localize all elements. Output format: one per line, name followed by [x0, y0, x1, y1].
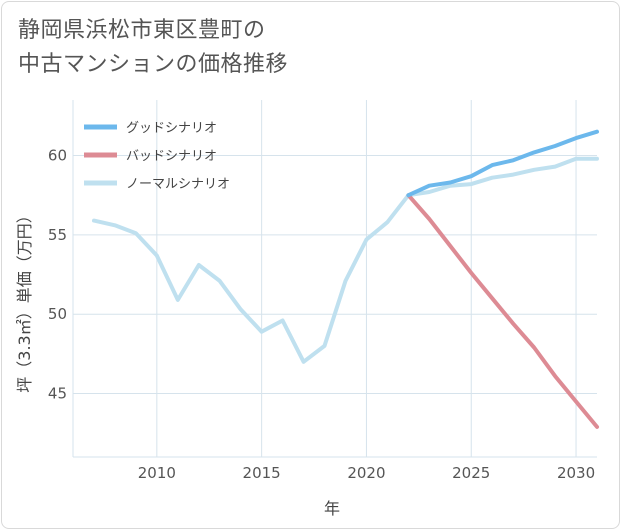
tick-labels: 2010 2015 2020 2025 2030 45 50 55 60 — [48, 147, 595, 482]
y-tick-label: 60 — [48, 147, 67, 165]
series-line-2 — [92, 156, 599, 364]
series-line-0 — [406, 129, 599, 198]
y-axis-label: 坪（3.3㎡）単価（万円） — [15, 207, 34, 392]
chart-title: 静岡県浜松市東区豊町の 中古マンションの価格推移 — [18, 14, 288, 82]
legend-label: バッドシナリオ — [126, 149, 217, 164]
x-tick-label: 2015 — [243, 464, 281, 482]
y-tick-label: 50 — [48, 305, 67, 323]
x-tick-label: 2025 — [452, 464, 490, 482]
y-tick-label: 55 — [48, 226, 67, 244]
y-tick-label: 45 — [48, 385, 67, 403]
x-tick-label: 2030 — [557, 464, 595, 482]
legend-label: グッドシナリオ — [126, 121, 217, 136]
chart-title-line2: 中古マンションの価格推移 — [18, 52, 289, 77]
series-line-1 — [406, 193, 599, 429]
x-tick-label: 2020 — [347, 464, 385, 482]
x-axis-label: 年 — [324, 499, 340, 518]
legend-label: ノーマルシナリオ — [126, 177, 230, 192]
chart-title-line1: 静岡県浜松市東区豊町の — [18, 18, 266, 43]
series-lines — [92, 129, 599, 429]
x-tick-label: 2010 — [138, 464, 176, 482]
